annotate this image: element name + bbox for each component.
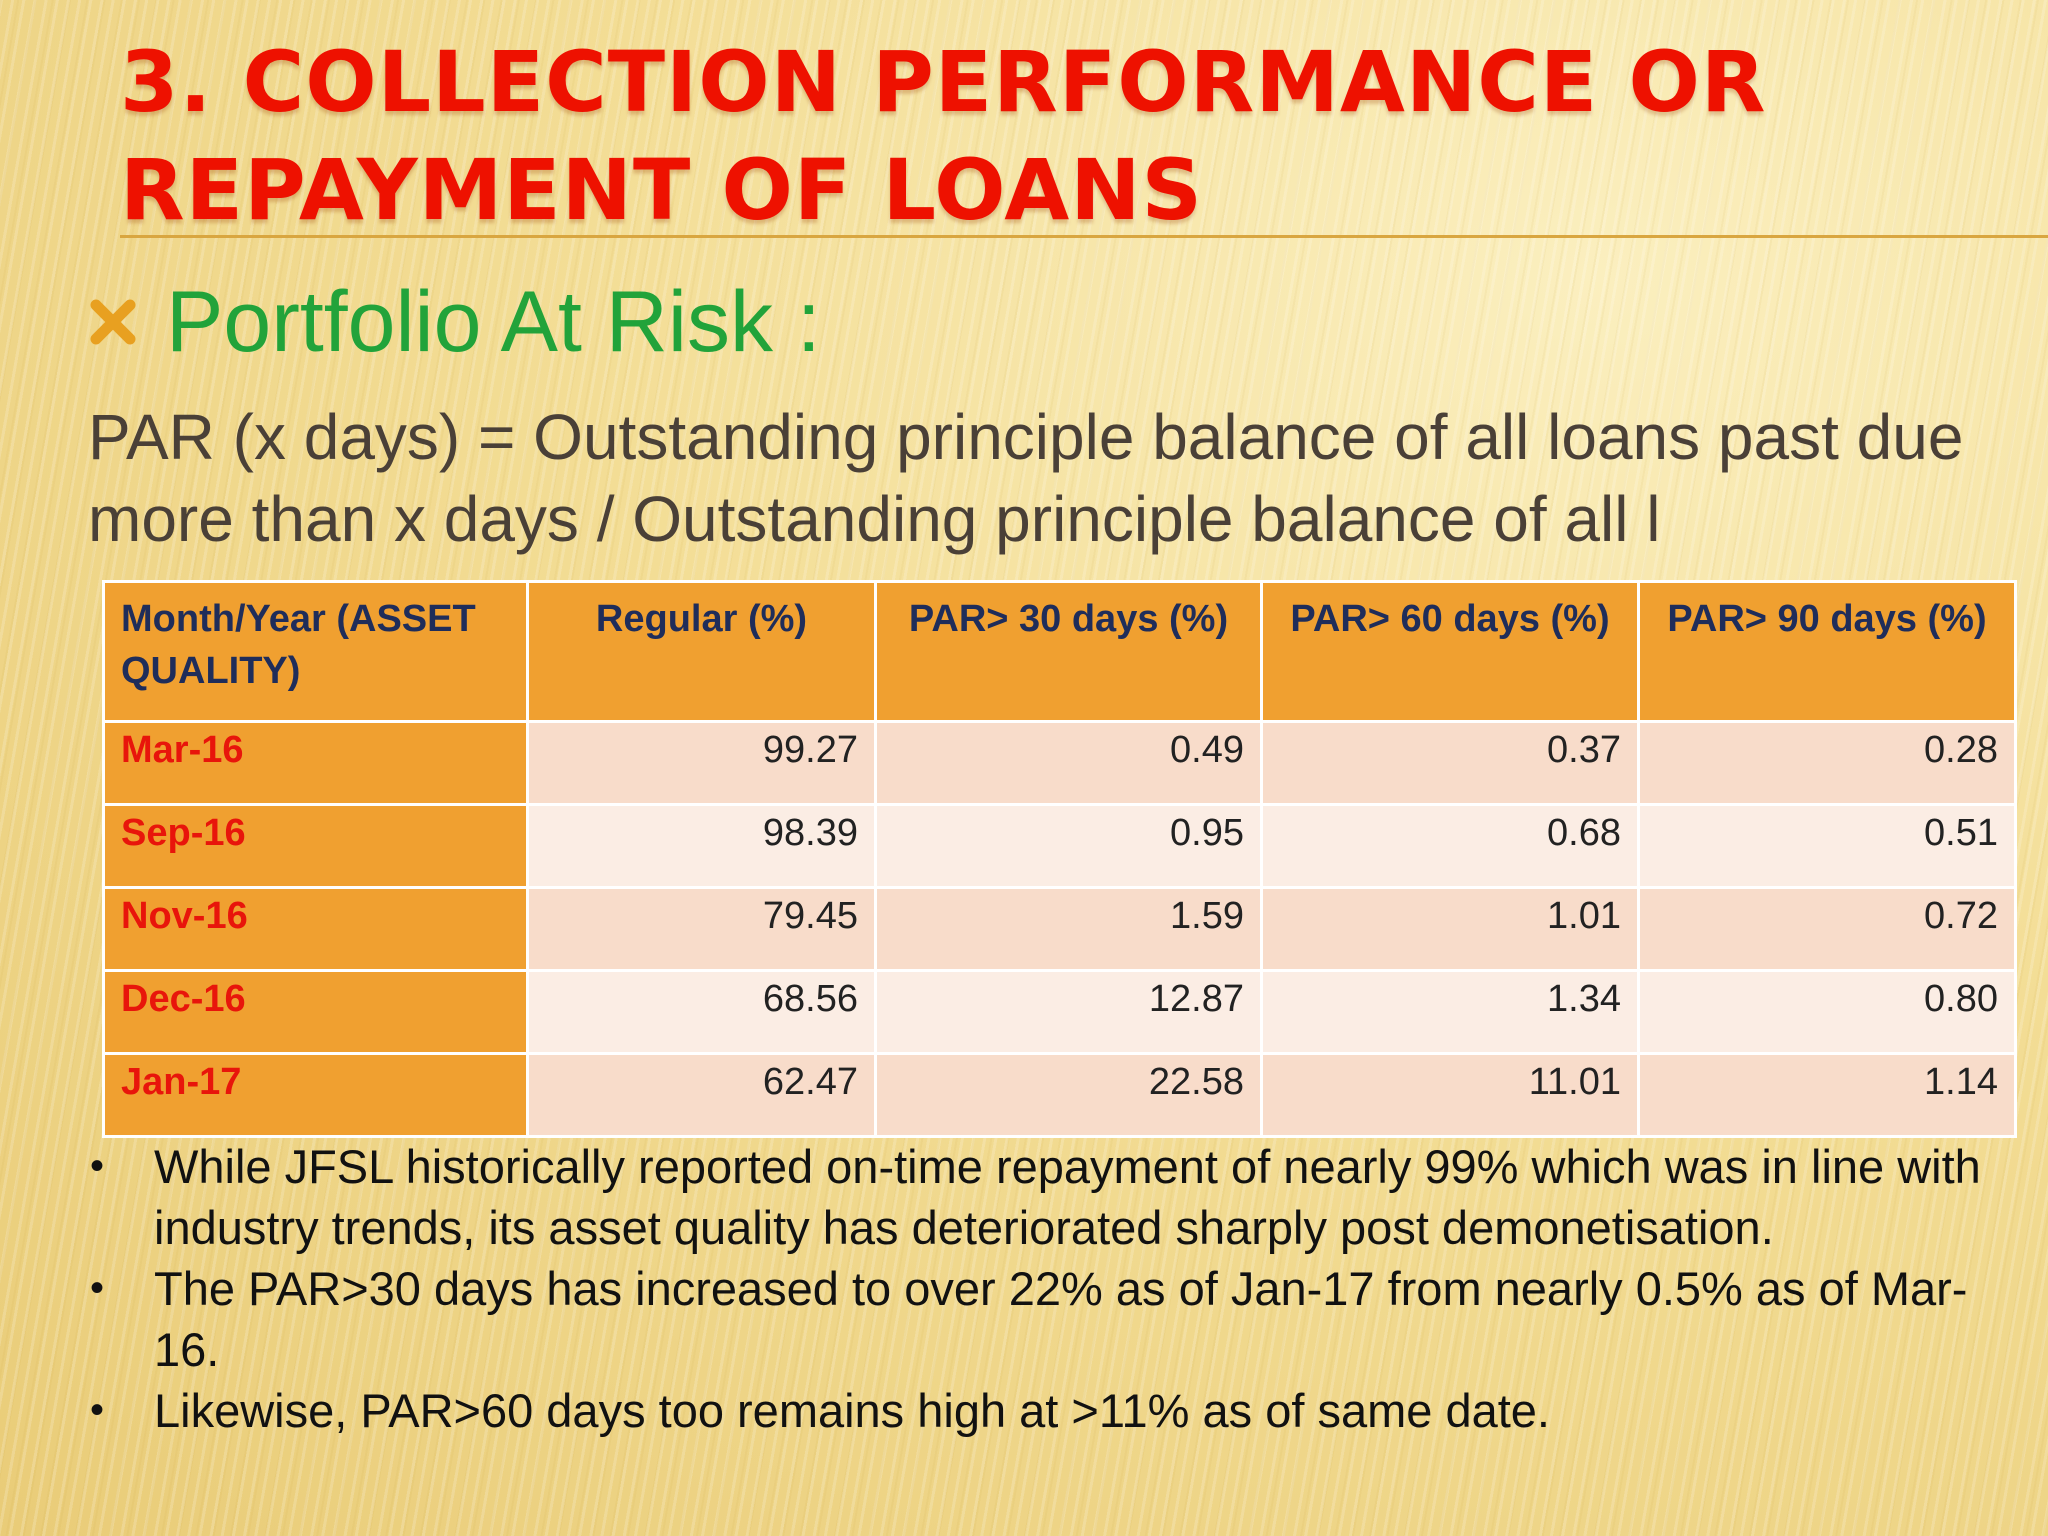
cell-par60: 0.68 <box>1260 803 1640 889</box>
cell-par90: 0.80 <box>1637 969 2017 1055</box>
x-mark-icon <box>90 299 136 345</box>
cell-regular: 79.45 <box>526 886 877 972</box>
row-month: Mar-16 <box>102 720 529 806</box>
cell-par90: 1.14 <box>1637 1052 2017 1138</box>
row-month: Sep-16 <box>102 803 529 889</box>
cell-regular: 98.39 <box>526 803 877 889</box>
list-item: • While JFSL historically reported on-tim… <box>88 1136 1988 1258</box>
cell-par30: 0.49 <box>874 720 1263 806</box>
bullet-icon: • <box>90 1388 105 1432</box>
cell-par90: 0.51 <box>1637 803 2017 889</box>
cell-regular: 62.47 <box>526 1052 877 1138</box>
par-table: Month/Year (ASSET QUALITY) Regular (%) P… <box>102 580 2017 1138</box>
column-header-par60: PAR> 60 days (%) <box>1260 580 1640 723</box>
table-row: Sep-16 98.39 0.95 0.68 0.51 <box>102 803 2017 889</box>
bullet-icon: • <box>90 1144 105 1188</box>
cell-par90: 0.72 <box>1637 886 2017 972</box>
title-divider <box>120 235 2048 238</box>
list-item: • The PAR>30 days has increased to over 2… <box>88 1258 1988 1380</box>
table-row: Mar-16 99.27 0.49 0.37 0.28 <box>102 720 2017 806</box>
slide-title: 3. COLLECTION PERFORMANCE OR REPAYMENT O… <box>120 33 1767 239</box>
column-header-month: Month/Year (ASSET QUALITY) <box>102 580 529 723</box>
table-row: Jan-17 62.47 22.58 11.01 1.14 <box>102 1052 2017 1138</box>
cell-regular: 99.27 <box>526 720 877 806</box>
par-definition: PAR (x days) = Outstanding principle bal… <box>88 401 1964 555</box>
column-header-par90: PAR> 90 days (%) <box>1637 580 2017 723</box>
note-text: The PAR>30 days has increased to over 22… <box>154 1262 1968 1376</box>
column-header-par30: PAR> 30 days (%) <box>874 580 1263 723</box>
row-month: Jan-17 <box>102 1052 529 1138</box>
section-subtitle: Portfolio At Risk : <box>166 274 821 370</box>
column-header-regular: Regular (%) <box>526 580 877 723</box>
subtitle-row: Portfolio At Risk : <box>88 272 821 372</box>
table-row: Dec-16 68.56 12.87 1.34 0.80 <box>102 969 2017 1055</box>
cell-regular: 68.56 <box>526 969 877 1055</box>
note-text: While JFSL historically reported on-time… <box>154 1140 1981 1254</box>
cell-par90: 0.28 <box>1637 720 2017 806</box>
cell-par60: 0.37 <box>1260 720 1640 806</box>
list-item: • Likewise, PAR>60 days too remains high … <box>88 1380 1988 1441</box>
notes-list: • While JFSL historically reported on-tim… <box>88 1136 1988 1441</box>
note-text: Likewise, PAR>60 days too remains high a… <box>154 1384 1550 1437</box>
cell-par60: 11.01 <box>1260 1052 1640 1138</box>
bullet-icon: • <box>90 1266 105 1310</box>
row-month: Nov-16 <box>102 886 529 972</box>
cell-par60: 1.01 <box>1260 886 1640 972</box>
cell-par30: 1.59 <box>874 886 1263 972</box>
cell-par30: 22.58 <box>874 1052 1263 1138</box>
row-month: Dec-16 <box>102 969 529 1055</box>
cell-par60: 1.34 <box>1260 969 1640 1055</box>
cell-par30: 0.95 <box>874 803 1263 889</box>
table-row: Nov-16 79.45 1.59 1.01 0.72 <box>102 886 2017 972</box>
cell-par30: 12.87 <box>874 969 1263 1055</box>
table-header-row: Month/Year (ASSET QUALITY) Regular (%) P… <box>102 580 2017 723</box>
